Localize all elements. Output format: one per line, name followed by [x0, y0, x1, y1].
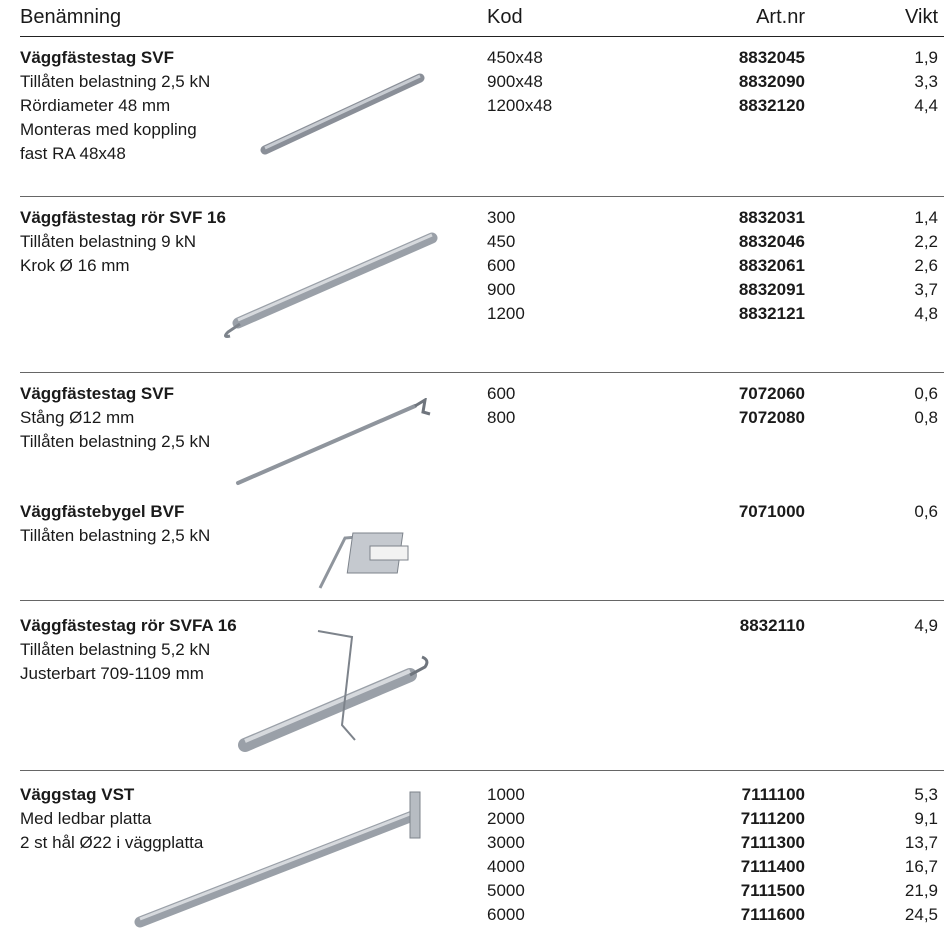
product-description: Med ledbar platta: [20, 809, 152, 828]
vikt: 1,4: [914, 208, 938, 227]
kod: 900x48: [487, 72, 543, 91]
art-nr: 7111300: [740, 833, 805, 852]
vikt: 4,9: [914, 616, 938, 635]
kod: 2000: [487, 809, 525, 828]
product-name: Väggfästestag rör SVF 16: [20, 208, 226, 227]
vikt: 1,9: [914, 48, 938, 67]
product-description: Tillåten belastning 2,5 kN: [20, 432, 211, 451]
vikt: 24,5: [904, 905, 938, 924]
vikt: 3,7: [914, 280, 938, 299]
kod: 600: [487, 384, 516, 403]
kod: 5000: [487, 881, 525, 900]
art-nr: 8832046: [738, 232, 805, 251]
art-nr: 7111200: [740, 809, 805, 828]
art-nr: 8832045: [738, 48, 805, 67]
art-nr: 8832090: [738, 72, 805, 91]
product-image: [134, 791, 421, 928]
product-description: Tillåten belastning 5,2 kN: [20, 640, 211, 659]
vikt: 3,3: [914, 72, 938, 91]
header-rule: [20, 36, 944, 37]
product-name: Väggfästestag rör SVFA 16: [20, 616, 237, 635]
divider: [20, 372, 944, 373]
product-image: [318, 532, 409, 589]
divider: [20, 600, 944, 601]
kod: 900: [487, 280, 516, 299]
vikt: 13,7: [904, 833, 938, 852]
product-description: Tillåten belastning 9 kN: [20, 232, 197, 251]
art-nr: 8832031: [738, 208, 805, 227]
product-name: Väggstag VST: [20, 785, 135, 804]
art-nr: 7071000: [738, 502, 805, 521]
kod: 600: [487, 256, 516, 275]
divider: [20, 196, 944, 197]
art-nr: 8832121: [738, 304, 805, 323]
art-nr: 7072080: [738, 408, 805, 427]
column-header: Art.nr: [756, 6, 805, 28]
product-name: Väggfästestag SVF: [20, 48, 174, 67]
kod: 1200x48: [487, 96, 553, 115]
product-name: Väggfästebygel BVF: [20, 502, 185, 521]
kod: 450: [487, 232, 516, 251]
product-description: Tillåten belastning 2,5 kN: [20, 72, 211, 91]
product-description: Monteras med koppling: [20, 120, 197, 139]
art-nr: 7111500: [740, 881, 805, 900]
product-description: Justerbart 709-1109 mm: [20, 664, 204, 683]
kod: 800: [487, 408, 516, 427]
vikt: 4,8: [914, 304, 938, 323]
product-image: [260, 73, 425, 155]
kod: 450x48: [487, 48, 543, 67]
column-header: Vikt: [905, 6, 938, 28]
vikt: 16,7: [904, 857, 938, 876]
art-nr: 7111100: [741, 785, 805, 804]
art-nr: 8832061: [738, 256, 805, 275]
divider: [20, 770, 944, 771]
vikt: 2,6: [914, 256, 938, 275]
kod: 300: [487, 208, 516, 227]
product-image: [223, 232, 438, 338]
art-nr: 8832110: [739, 616, 805, 635]
column-header: Kod: [487, 6, 523, 28]
vikt: 0,6: [914, 502, 938, 521]
art-nr: 8832091: [738, 280, 805, 299]
art-nr: 8832120: [738, 96, 805, 115]
product-description: Rördiameter 48 mm: [20, 96, 171, 115]
kod: 1200: [487, 304, 525, 323]
vikt: 2,2: [914, 232, 938, 251]
product-description: 2 st hål Ø22 i väggplatta: [20, 833, 204, 852]
art-nr: 7111600: [740, 905, 805, 924]
kod: 3000: [487, 833, 525, 852]
kod: 1000: [487, 785, 525, 804]
product-description: Krok Ø 16 mm: [20, 256, 130, 275]
product-description: fast RA 48x48: [20, 144, 126, 163]
art-nr: 7072060: [738, 384, 805, 403]
vikt: 5,3: [914, 785, 938, 804]
vikt: 4,4: [914, 96, 938, 115]
column-header: Benämning: [20, 6, 122, 28]
vikt: 0,6: [914, 384, 938, 403]
art-nr: 7111400: [740, 857, 805, 876]
kod: 4000: [487, 857, 525, 876]
product-name: Väggfästestag SVF: [20, 384, 174, 403]
vikt: 9,1: [914, 809, 938, 828]
vikt: 21,9: [904, 881, 938, 900]
product-image: [238, 630, 429, 752]
vikt: 0,8: [914, 408, 938, 427]
product-image: [236, 398, 431, 485]
product-description: Stång Ø12 mm: [20, 408, 135, 427]
product-description: Tillåten belastning 2,5 kN: [20, 526, 211, 545]
kod: 6000: [487, 905, 525, 924]
